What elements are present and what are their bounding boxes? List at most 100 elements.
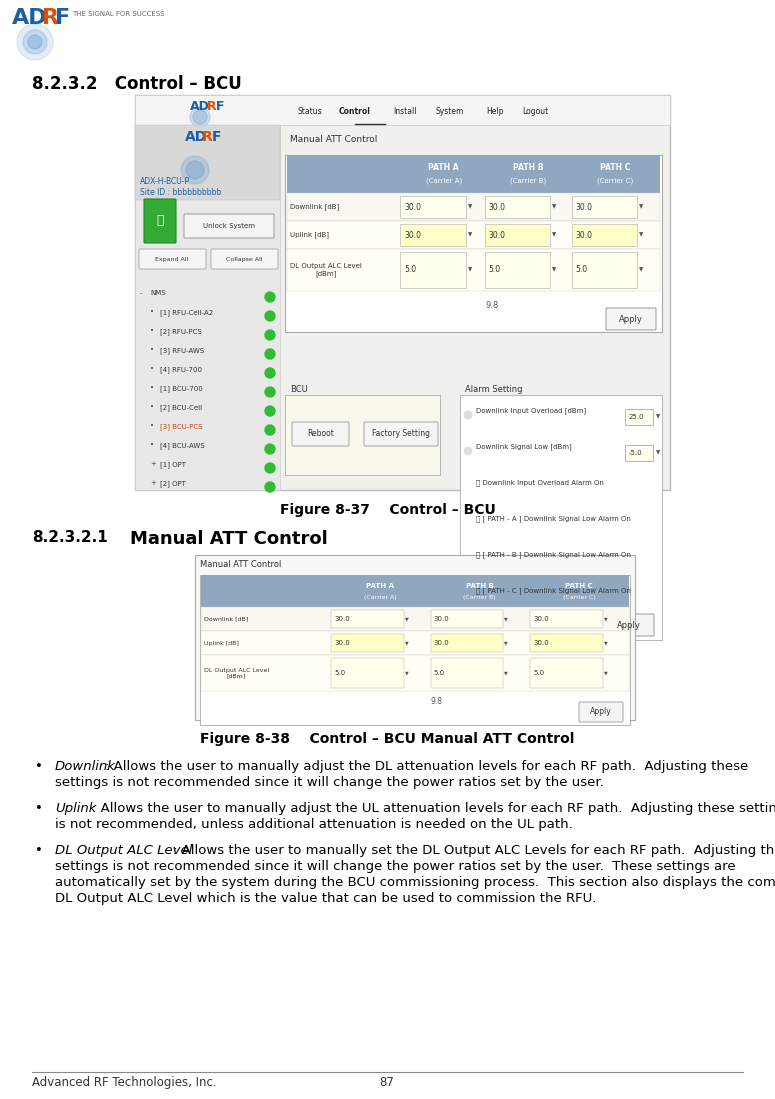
- Text: : Allows the user to manually adjust the DL attenuation levels for each RF path.: : Allows the user to manually adjust the…: [105, 761, 748, 773]
- Circle shape: [190, 107, 210, 127]
- Text: 30.0: 30.0: [404, 231, 421, 240]
- Bar: [484, 224, 550, 246]
- Circle shape: [265, 406, 275, 417]
- Text: •: •: [35, 844, 43, 857]
- Text: Manual ATT Control: Manual ATT Control: [200, 560, 281, 569]
- Text: 5.0: 5.0: [576, 266, 587, 275]
- Bar: [135, 125, 280, 490]
- Bar: [530, 634, 603, 652]
- Text: [1] BCU-700: [1] BCU-700: [160, 385, 203, 391]
- Text: 5.0: 5.0: [489, 266, 501, 275]
- Text: 8.2.3.2   Control – BCU: 8.2.3.2 Control – BCU: [32, 75, 242, 93]
- Text: AD: AD: [185, 130, 207, 144]
- Text: : Allows the user to manually set the DL Output ALC Levels for each RF path.  Ad: : Allows the user to manually set the DL…: [173, 844, 775, 857]
- Text: [2] RFU-PCS: [2] RFU-PCS: [160, 328, 202, 335]
- Text: ✅ [ PATH - A ] Downlink Signal Low Alarm On: ✅ [ PATH - A ] Downlink Signal Low Alarm…: [476, 515, 631, 522]
- Circle shape: [28, 35, 42, 49]
- FancyBboxPatch shape: [144, 199, 176, 243]
- Text: Figure 8-38    Control – BCU Manual ATT Control: Figure 8-38 Control – BCU Manual ATT Con…: [200, 732, 575, 746]
- Text: 5.0: 5.0: [404, 266, 416, 275]
- Circle shape: [265, 330, 275, 340]
- Text: ▼: ▼: [505, 617, 508, 622]
- Circle shape: [186, 160, 204, 179]
- Text: AD: AD: [190, 100, 210, 113]
- Text: Alarm Setting: Alarm Setting: [465, 385, 522, 395]
- Circle shape: [265, 387, 275, 397]
- Text: Manual ATT Control: Manual ATT Control: [130, 530, 328, 548]
- Text: [4] BCU-AWS: [4] BCU-AWS: [160, 442, 205, 448]
- Text: PATH B: PATH B: [513, 164, 543, 173]
- Bar: [135, 125, 280, 200]
- Bar: [287, 193, 660, 221]
- Text: 30.0: 30.0: [533, 617, 549, 622]
- Text: Uplink [dB]: Uplink [dB]: [290, 232, 329, 238]
- Bar: [195, 555, 635, 720]
- FancyBboxPatch shape: [139, 249, 206, 269]
- Text: ▼: ▼: [656, 451, 660, 455]
- Text: 5.0: 5.0: [533, 670, 545, 676]
- Text: [1] RFU-Cell-A2: [1] RFU-Cell-A2: [160, 309, 213, 315]
- Text: 30.0: 30.0: [489, 202, 505, 211]
- Text: PATH A: PATH A: [366, 582, 394, 589]
- Text: Downlink Input Overload [dBm]: Downlink Input Overload [dBm]: [476, 407, 586, 413]
- Text: ▼: ▼: [405, 617, 408, 622]
- Bar: [200, 575, 630, 725]
- Bar: [201, 631, 629, 655]
- Text: ▼: ▼: [405, 641, 408, 645]
- FancyBboxPatch shape: [606, 308, 656, 330]
- Text: ▼: ▼: [467, 267, 472, 273]
- Bar: [400, 196, 466, 218]
- Bar: [201, 575, 629, 607]
- Bar: [135, 95, 670, 125]
- Text: Help: Help: [486, 108, 504, 116]
- Text: Unlock System: Unlock System: [203, 223, 255, 229]
- Text: [2] OPT: [2] OPT: [160, 480, 186, 487]
- Text: -5.0: -5.0: [629, 449, 642, 456]
- Text: Downlink [dB]: Downlink [dB]: [290, 203, 339, 210]
- Text: 30.0: 30.0: [334, 617, 350, 622]
- Text: ▼: ▼: [656, 414, 660, 420]
- Text: Reboot: Reboot: [307, 430, 334, 439]
- Bar: [572, 196, 637, 218]
- Circle shape: [265, 311, 275, 321]
- Bar: [135, 95, 670, 490]
- Text: ▼: ▼: [505, 670, 508, 676]
- FancyBboxPatch shape: [364, 422, 438, 446]
- Bar: [201, 607, 629, 631]
- FancyBboxPatch shape: [579, 702, 623, 722]
- Circle shape: [265, 463, 275, 473]
- Text: DL Output ALC Level: DL Output ALC Level: [55, 844, 192, 857]
- Bar: [431, 658, 504, 688]
- Text: Logout: Logout: [522, 108, 548, 116]
- Text: Apply: Apply: [617, 621, 641, 630]
- Text: (Carrier C): (Carrier C): [563, 595, 595, 599]
- Text: : Allows the user to manually adjust the UL attenuation levels for each RF path.: : Allows the user to manually adjust the…: [92, 802, 775, 815]
- Bar: [400, 224, 466, 246]
- Text: PATH A: PATH A: [429, 164, 459, 173]
- Bar: [484, 252, 550, 288]
- Text: DL Output ALC Level
[dBm]: DL Output ALC Level [dBm]: [290, 263, 362, 277]
- Circle shape: [265, 425, 275, 435]
- Text: 30.0: 30.0: [334, 640, 350, 646]
- Text: •: •: [150, 366, 154, 371]
- Text: PATH C: PATH C: [565, 582, 593, 589]
- Text: -: -: [140, 290, 143, 296]
- Bar: [431, 610, 504, 628]
- Text: •: •: [150, 423, 154, 429]
- Text: +: +: [150, 460, 156, 467]
- Text: ▼: ▼: [467, 204, 472, 210]
- Circle shape: [265, 349, 275, 359]
- Bar: [287, 221, 660, 249]
- Text: ✅ [ PATH - C ] Downlink Signal Low Alarm On: ✅ [ PATH - C ] Downlink Signal Low Alarm…: [476, 587, 631, 593]
- Text: ▼: ▼: [552, 204, 556, 210]
- Bar: [530, 658, 603, 688]
- Text: NMS: NMS: [150, 290, 166, 296]
- Bar: [460, 395, 662, 640]
- Text: 30.0: 30.0: [489, 231, 505, 240]
- Text: •: •: [150, 347, 154, 353]
- Text: ▼: ▼: [552, 267, 556, 273]
- FancyBboxPatch shape: [604, 614, 654, 636]
- Text: settings is not recommended since it will change the power ratios set by the use: settings is not recommended since it wil…: [55, 861, 735, 873]
- Text: Uplink: Uplink: [55, 802, 96, 815]
- Circle shape: [265, 292, 275, 302]
